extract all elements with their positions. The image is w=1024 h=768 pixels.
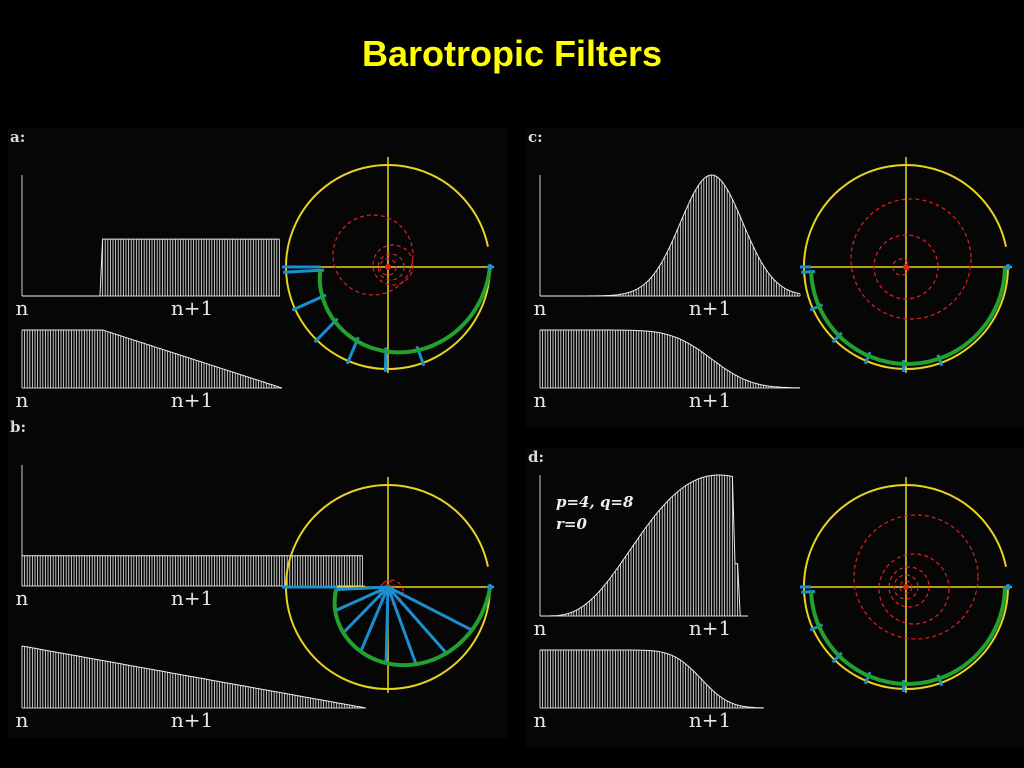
panel: d: n n+1 n n+1 p=4, q=8 r=0 [526,448,1024,748]
red-dashed-circle [850,198,972,320]
blue-tick [334,585,389,613]
histogram-outline [540,474,748,617]
blue-tick [359,586,390,653]
red-dashed-circle [332,214,414,296]
panel-label: d: [528,448,544,466]
panel-frame [526,448,1024,748]
panel: b: n n+1 n n+1 [8,418,508,738]
blue-tick [386,586,448,655]
x-label: n+1 [171,586,213,610]
x-label: n+1 [689,616,731,640]
start-dot [1005,264,1011,270]
green-spiral [332,586,492,668]
unit-circle [803,164,1009,370]
red-dashed-circle [379,258,397,276]
histogram-bars [21,330,280,388]
annotation: p=4, q=8 [556,493,634,511]
red-dashed-circle [888,566,930,608]
start-dot [1005,584,1011,590]
x-label: n [534,708,547,732]
panel: c: n n+1 n n+1 [526,128,1024,428]
green-spiral [809,266,1007,367]
red-dashed-circle [899,580,913,594]
annotation: r=0 [556,515,587,533]
panel: a: n n+1 n n+1 [8,128,508,428]
start-dot [487,264,493,270]
histogram-outline [21,645,366,709]
red-dashed-circle [372,244,414,286]
panel-label: c: [528,128,543,146]
unit-circle [285,484,491,690]
blue-tick [342,585,390,634]
blue-tick [283,268,325,274]
green-spiral [317,266,492,355]
histogram-bars [539,650,754,708]
panel-frame [8,418,508,738]
panel-label: a: [10,128,25,146]
x-label: n+1 [171,388,213,412]
blue-tick [336,585,389,592]
x-label: n+1 [171,296,213,320]
x-label: n [16,296,29,320]
center-dot [903,264,909,270]
start-dot [487,584,493,590]
histogram-bars [102,239,280,296]
center-dot [385,264,391,270]
center-dot [903,584,909,590]
green-spiral [809,586,1007,687]
blue-tick [291,293,327,312]
red-dashed-circle [377,253,405,281]
x-label: n [534,388,547,412]
slide-title: Barotropic Filters [362,33,662,74]
x-label: n [16,586,29,610]
x-label: n [534,296,547,320]
histogram-bars [21,646,364,708]
red-dashed-circle [853,514,979,640]
red-dashed-circle [878,553,950,625]
histogram-bars [539,330,785,388]
x-label: n [16,388,29,412]
x-label: n [534,616,547,640]
x-label: n+1 [689,296,731,320]
panel-label: b: [10,418,26,436]
x-label: n+1 [171,708,213,732]
x-label: n [16,708,29,732]
panel-frame [526,128,1024,428]
panel-frame [8,128,508,428]
unit-circle [285,164,491,370]
histogram-outline [22,238,280,297]
histogram-outline [22,329,283,389]
red-dashed-circle [893,574,919,600]
x-label: n+1 [689,708,731,732]
red-dashed-circle [873,234,939,300]
blue-tick [387,585,473,632]
x-label: n+1 [689,388,731,412]
blue-tick [384,586,390,664]
histogram-outline [540,174,801,297]
histogram-outline [540,329,801,389]
histogram-outline [540,649,764,709]
blue-tick [386,586,418,665]
unit-circle [803,484,1009,690]
